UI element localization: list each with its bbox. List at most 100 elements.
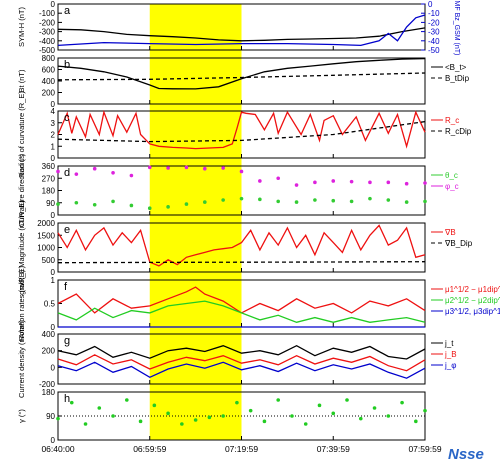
series-e-1: [57, 261, 426, 264]
point-d-1-1: [74, 172, 79, 176]
ytick-label-h-2: 180: [42, 388, 56, 397]
point-h-0-2: [83, 422, 88, 426]
point-d-0-13: [294, 200, 299, 204]
point-h-0-14: [248, 408, 253, 413]
point-d-1-18: [386, 180, 391, 185]
legend-label-c-1: R_cDip: [445, 127, 472, 136]
plot-layer: [56, 3, 443, 441]
point-h-0-8: [166, 411, 170, 416]
point-d-1-6: [166, 166, 170, 170]
legend-label-e-0: ∇B: [444, 228, 456, 237]
point-h-0-12: [221, 414, 225, 418]
series-c-0: [57, 109, 426, 150]
ytick-right-label-a-3: -30: [428, 28, 440, 37]
point-h-0-20: [331, 411, 336, 416]
point-d-1-2: [92, 166, 97, 171]
legend-label-g-1: j_B: [444, 350, 457, 359]
point-d-1-16: [349, 179, 354, 184]
series-c-1: [57, 120, 426, 143]
panel-letter-e: e: [64, 224, 70, 236]
point-d-0-15: [331, 198, 336, 203]
point-d-1-3: [111, 171, 115, 175]
ytick-label-c-0: 0: [51, 154, 56, 163]
ytick-label-d-2: 180: [42, 187, 56, 196]
ytick-label-a-5: -500: [39, 46, 56, 55]
point-d-1-14: [313, 180, 317, 185]
point-h-0-25: [400, 400, 404, 405]
ytick-label-d-4: 360: [42, 162, 56, 171]
point-d-1-12: [276, 176, 281, 181]
ytick-right-label-a-5: -50: [428, 46, 440, 55]
series-g-2: [57, 361, 426, 379]
panel-letter-d: d: [64, 167, 70, 179]
ytick-label-g-3: 400: [42, 330, 56, 339]
panel-letter-c: c: [64, 112, 70, 124]
ylabel-h: γ (°): [17, 409, 26, 423]
highlight-interval: [149, 4, 242, 440]
series-a-1: [57, 14, 426, 47]
series-a-0: [57, 27, 426, 42]
ylabel-f: Rotation rates (π/R_E): [17, 265, 26, 341]
series-e-0: [57, 224, 426, 267]
ytick-label-b-1: 200: [42, 89, 56, 98]
point-d-0-18: [386, 198, 391, 202]
point-d-1-19: [404, 181, 409, 186]
legend-label-b-1: B_tDip: [445, 74, 470, 83]
point-h-0-0: [56, 416, 60, 421]
ylabel-d: Curvature direction (°): [17, 153, 26, 227]
legend-label-e-1: ∇B_Dip: [444, 239, 473, 248]
point-h-0-3: [97, 406, 102, 410]
point-h-0-21: [345, 398, 349, 402]
ytick-label-a-2: -200: [39, 18, 56, 27]
ytick-label-a-3: -300: [39, 28, 56, 37]
ytick-label-e-4: 2000: [37, 219, 55, 228]
point-h-0-27: [423, 408, 427, 413]
legend-label-d-0: θ_c: [445, 171, 458, 180]
point-h-0-1: [69, 400, 74, 405]
ytick-label-e-0: 0: [51, 268, 56, 277]
series-f-0: [57, 286, 426, 314]
xtick-label-4: 07:59:59: [408, 444, 441, 454]
ylabel-b: Bt (nT): [17, 69, 26, 92]
panel-letter-a: a: [64, 5, 71, 17]
point-d-0-16: [349, 199, 354, 204]
point-h-0-18: [303, 422, 308, 426]
point-d-0-6: [166, 205, 170, 209]
ytick-label-b-3: 600: [42, 66, 56, 75]
ytick-label-g-2: 200: [42, 347, 56, 356]
legend-label-g-0: j_t: [444, 339, 454, 348]
point-d-0-12: [276, 199, 281, 204]
legend-label-d-1: φ_c: [445, 182, 459, 191]
ytick-label-d-3: 270: [42, 174, 56, 183]
ytick-right-label-a-2: -20: [428, 18, 440, 27]
point-h-0-26: [414, 419, 418, 424]
point-d-1-15: [331, 179, 336, 183]
xtick-label-3: 07:39:59: [317, 444, 350, 454]
series-f-1: [57, 300, 426, 323]
point-h-0-5: [125, 398, 129, 402]
point-h-0-16: [276, 398, 281, 402]
xtick-label-0: 06:40:00: [41, 444, 74, 454]
legend-label-g-2: j_φ: [444, 361, 456, 370]
ytick-label-h-0: 0: [51, 436, 56, 445]
ytick-label-e-1: 500: [42, 256, 56, 265]
highlight-layer: [149, 4, 242, 440]
xtick-label-1: 06:59:59: [133, 444, 166, 454]
point-h-0-9: [180, 422, 184, 426]
point-d-0-4: [129, 203, 134, 208]
ytick-label-b-2: 400: [42, 77, 56, 86]
point-d-0-2: [92, 202, 97, 207]
point-d-0-8: [203, 200, 207, 204]
point-d-0-5: [147, 206, 152, 210]
point-d-0-19: [404, 200, 409, 204]
point-h-0-7: [152, 403, 157, 408]
ytick-label-a-1: -100: [39, 9, 56, 18]
series-g-0: [57, 344, 426, 360]
ytick-label-f-1: 0.5: [44, 300, 56, 309]
point-h-0-4: [111, 414, 115, 418]
ylabel-g: Current density (nA/m²): [17, 320, 26, 398]
series-b-0: [57, 57, 426, 90]
point-d-0-14: [313, 198, 317, 202]
